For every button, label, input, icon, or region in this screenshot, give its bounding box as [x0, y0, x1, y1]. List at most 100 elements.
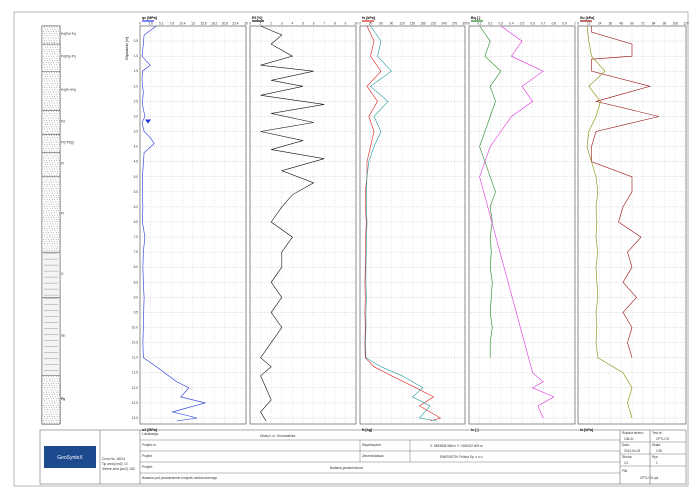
stratum-dot — [54, 409, 56, 411]
stratum-dot — [46, 64, 48, 66]
stratum-dot — [44, 139, 46, 141]
stratum-dot — [56, 39, 57, 41]
stratum-dot — [49, 26, 50, 28]
stratum-dot — [52, 245, 54, 247]
stratum-dot — [47, 411, 49, 413]
stratum-dot — [44, 82, 46, 84]
stratum-dot — [57, 164, 59, 165]
panel-tick-label: 7.8 — [170, 22, 175, 26]
panel-tick-label: 36 — [609, 22, 613, 26]
stratum-dot — [43, 391, 45, 393]
panel-tick-label: 0.4 — [509, 22, 514, 26]
stratum-dot — [53, 141, 55, 143]
stratum-dot — [45, 31, 47, 32]
stratum-dot — [44, 130, 46, 132]
water-level-marker — [145, 119, 151, 124]
stratum-dot — [55, 124, 56, 125]
stratum-dot — [46, 247, 47, 249]
stratum-dot — [55, 201, 56, 203]
depth-tick-label: 13.0 — [132, 416, 138, 420]
stratum-dot — [45, 195, 47, 196]
stratum-dot — [48, 37, 49, 39]
stratum-dot — [43, 78, 45, 80]
stratum-dot — [54, 87, 55, 88]
stratum-dot — [51, 128, 53, 130]
stratum-dot — [57, 104, 59, 106]
stratum-dot — [44, 380, 46, 382]
stratum-dot — [52, 208, 54, 209]
panel-tick-label: 20.8 — [222, 22, 228, 26]
stratum-dot — [45, 76, 46, 77]
stratum-dot — [44, 44, 46, 46]
stratum-dot — [57, 139, 59, 141]
panel-tick-label: 2 — [270, 22, 272, 26]
stratum-dot — [58, 107, 60, 108]
stratum-dot — [44, 170, 46, 172]
stratum-dot — [49, 422, 50, 424]
stratum-dot — [43, 239, 44, 240]
stratum-dot — [57, 208, 59, 209]
stratum-dot — [54, 230, 56, 231]
stratum-dot — [52, 192, 53, 194]
stratum-dot — [58, 150, 60, 152]
stratum-dot — [44, 402, 46, 404]
depth-tick-label: 10.5 — [132, 341, 138, 345]
data-series-line — [591, 26, 660, 358]
stratum-dot — [44, 208, 46, 209]
panel-tick-label: 5.2 — [159, 22, 164, 26]
stratum-dot — [55, 245, 56, 247]
stratum-dot — [59, 66, 61, 68]
stratum-dot — [43, 133, 45, 134]
stratum-dot — [50, 389, 51, 391]
stratum-dot — [56, 159, 58, 161]
stratum-dot — [48, 210, 50, 212]
panel-tick-label: 2.6 — [148, 22, 153, 26]
stratum-dot — [59, 155, 61, 157]
stratum-dot — [50, 195, 52, 196]
stratum-dot — [44, 177, 46, 179]
stratum-dot — [50, 420, 52, 422]
stratum-dot — [49, 42, 51, 43]
chart-panel: Bq [-]0 0.1 0.2 0.3 0.4 0.5 0.6 0.7 0.8 0.9 1Ic [-… — [468, 16, 576, 432]
stratum-dot — [56, 26, 58, 28]
stratum-dot — [59, 80, 60, 82]
stratum-dot — [54, 139, 56, 141]
stratum-dot — [48, 166, 50, 168]
stratum-dot — [43, 31, 45, 32]
stratum-dot — [54, 192, 56, 194]
stratum-dot — [59, 192, 61, 194]
stratum-dot — [50, 173, 52, 174]
stratum-dot — [48, 203, 50, 205]
stratum-dot — [53, 420, 55, 422]
stratum-dot — [59, 26, 60, 28]
stratum-dot — [55, 217, 57, 218]
stratum-dot — [57, 60, 58, 61]
stratum-dot — [57, 46, 59, 48]
stratum-dot — [54, 190, 55, 192]
stratum-dot — [53, 166, 55, 168]
stratum-dot — [51, 44, 53, 46]
stratum-dot — [50, 124, 51, 125]
stratum-dot — [54, 57, 55, 59]
stratum-dot — [51, 416, 53, 417]
stratum-dot — [51, 102, 53, 104]
stratum-dot — [52, 115, 53, 117]
stratum-label: Pl — [61, 211, 64, 215]
stratum-layer: Pd(Pr+Pd) — [41, 71, 76, 111]
stratum-dot — [43, 39, 45, 41]
stratum-dot — [46, 199, 48, 201]
stratum-dot — [43, 383, 44, 384]
stratum-dot — [50, 405, 52, 406]
stratum-dot — [55, 111, 57, 112]
stratum-dot — [44, 115, 46, 117]
stratum-dot — [46, 137, 48, 139]
panel-tick-label: 0.6 — [530, 22, 535, 26]
stratum-dot — [43, 141, 45, 143]
stratum-dot — [56, 80, 58, 82]
stratum-dot — [46, 42, 48, 43]
panel-tick-label: 84 — [652, 22, 656, 26]
stratum-dot — [46, 80, 48, 82]
stratum-dot — [51, 93, 53, 95]
stratum-dot — [46, 100, 47, 102]
stratum-dot — [45, 111, 47, 112]
